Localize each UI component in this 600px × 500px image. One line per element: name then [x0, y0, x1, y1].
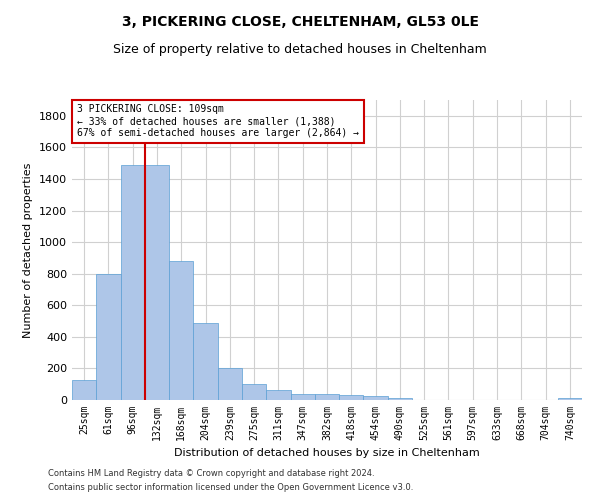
Bar	[193, 322, 218, 400]
Text: 3, PICKERING CLOSE, CHELTENHAM, GL53 0LE: 3, PICKERING CLOSE, CHELTENHAM, GL53 0LE	[121, 15, 479, 29]
Text: Size of property relative to detached houses in Cheltenham: Size of property relative to detached ho…	[113, 42, 487, 56]
Bar	[96, 274, 121, 400]
Text: Contains public sector information licensed under the Open Government Licence v3: Contains public sector information licen…	[48, 484, 413, 492]
Text: Contains HM Land Registry data © Crown copyright and database right 2024.: Contains HM Land Registry data © Crown c…	[48, 468, 374, 477]
Bar	[339, 396, 364, 400]
Bar	[169, 261, 193, 400]
Bar	[315, 394, 339, 400]
X-axis label: Distribution of detached houses by size in Cheltenham: Distribution of detached houses by size …	[174, 448, 480, 458]
Text: 3 PICKERING CLOSE: 109sqm
← 33% of detached houses are smaller (1,388)
67% of se: 3 PICKERING CLOSE: 109sqm ← 33% of detac…	[77, 104, 359, 138]
Bar	[145, 164, 169, 400]
Y-axis label: Number of detached properties: Number of detached properties	[23, 162, 34, 338]
Bar	[558, 398, 582, 400]
Bar	[266, 390, 290, 400]
Bar	[72, 380, 96, 400]
Bar	[364, 396, 388, 400]
Bar	[242, 384, 266, 400]
Bar	[218, 368, 242, 400]
Bar	[290, 394, 315, 400]
Bar	[121, 164, 145, 400]
Bar	[388, 398, 412, 400]
